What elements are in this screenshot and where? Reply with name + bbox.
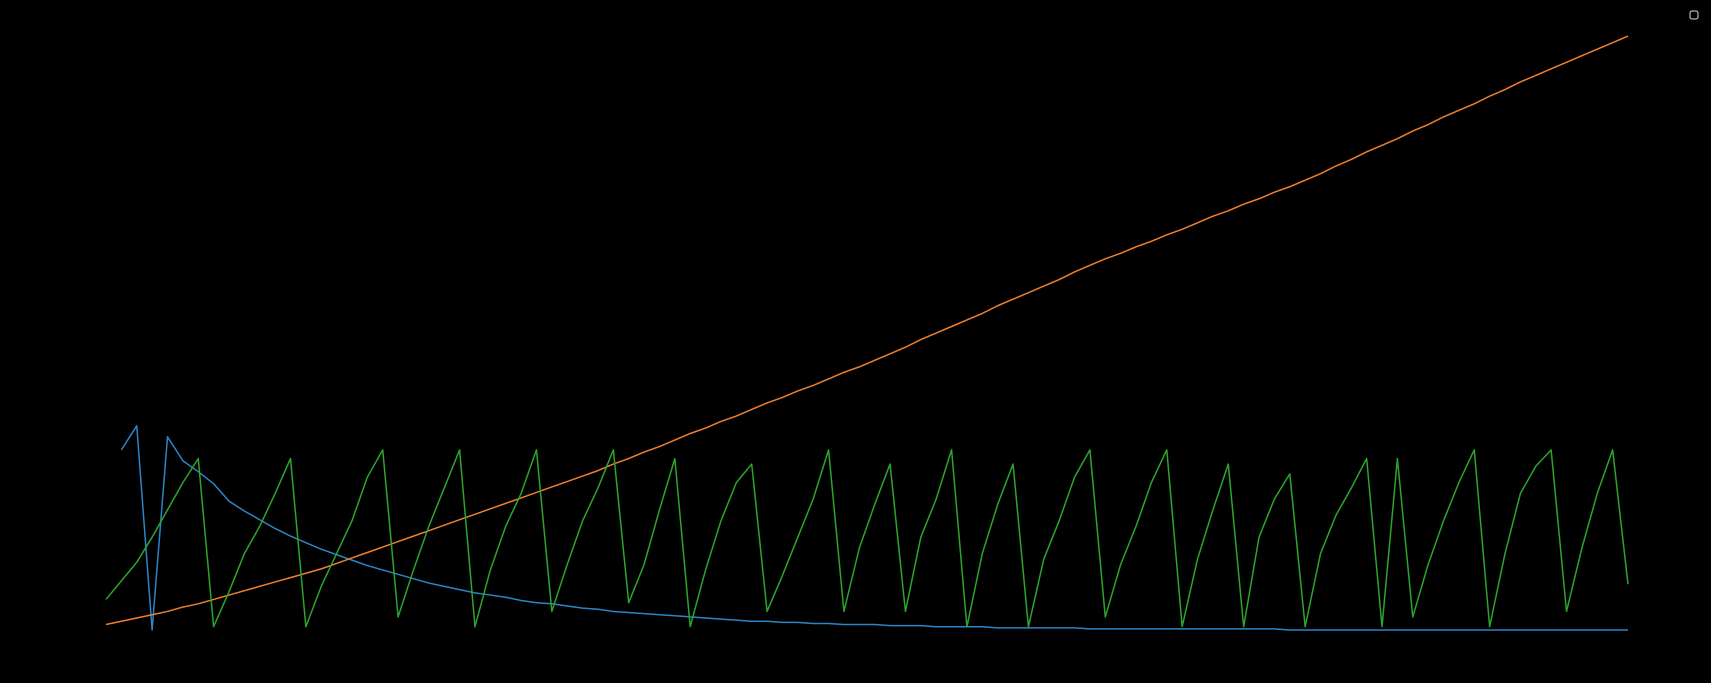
window-icon[interactable] xyxy=(1689,10,1699,20)
series-line xyxy=(105,35,1629,626)
series-line xyxy=(120,425,1628,631)
series-line xyxy=(105,449,1629,628)
